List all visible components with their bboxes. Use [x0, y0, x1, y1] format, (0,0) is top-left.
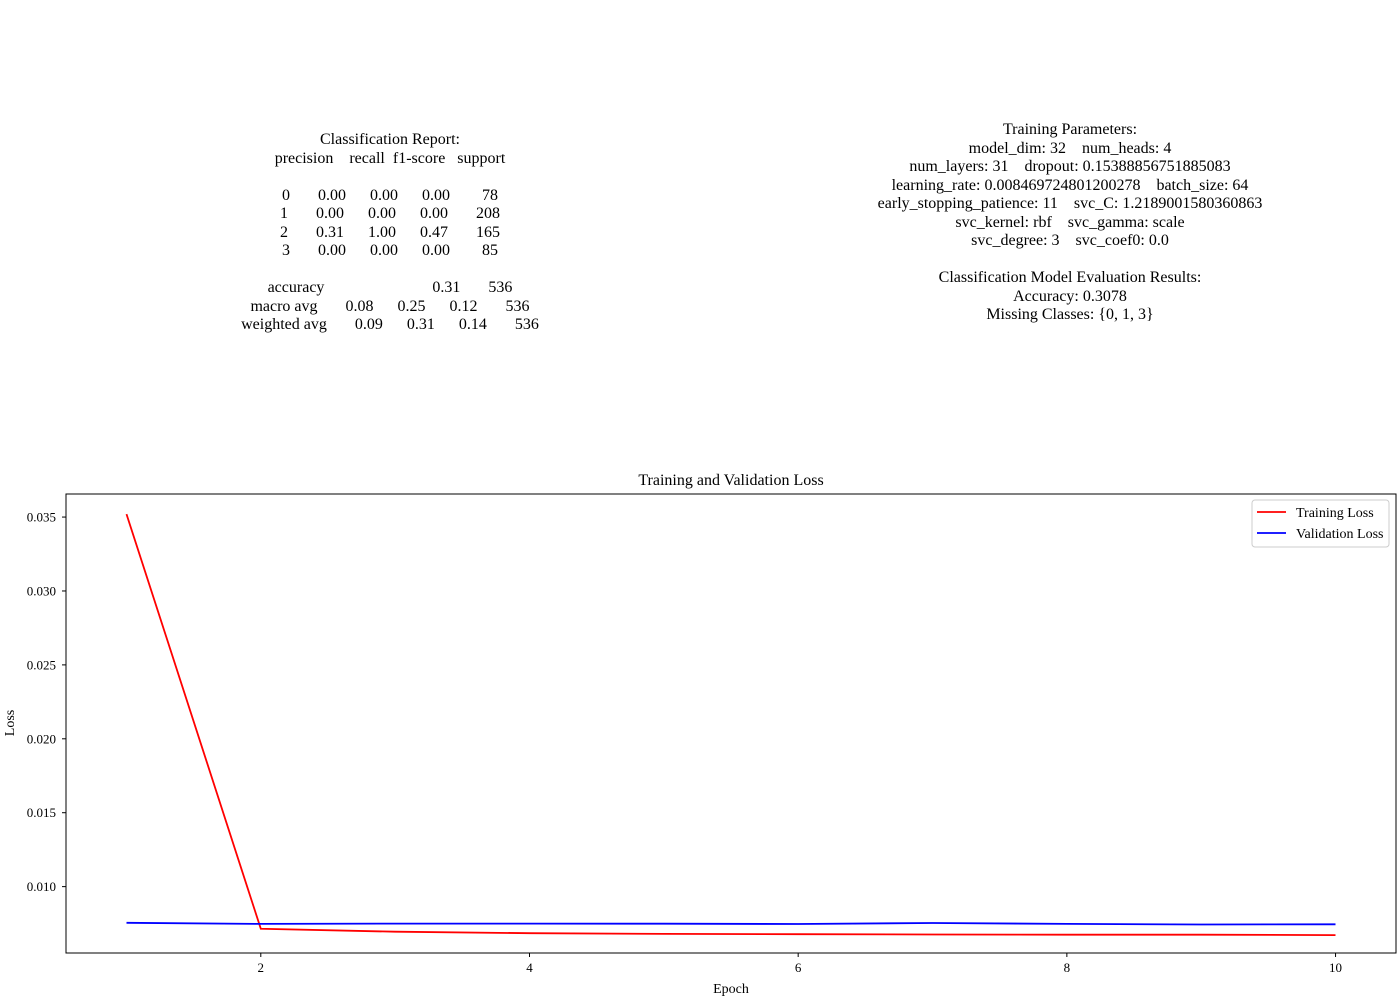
params-line: Missing Classes: {0, 1, 3} [986, 306, 1154, 323]
params-line: Accuracy: 0.3078 [1013, 287, 1127, 305]
y-tick-label: 0.010 [27, 879, 56, 894]
report-line: 3 0.00 0.00 0.00 85 [282, 242, 498, 259]
report-line: accuracy 0.31 536 [267, 279, 513, 296]
params-line: model_dim: 32 num_heads: 4 [968, 139, 1172, 157]
x-tick-label: 4 [526, 960, 533, 975]
y-axis-label: Loss [3, 710, 18, 736]
x-axis-label: Epoch [713, 982, 749, 997]
report-line: precision recall f1-score support [274, 149, 506, 167]
y-tick-label: 0.015 [27, 805, 56, 820]
params-line: learning_rate: 0.008469724801200278 batc… [891, 176, 1249, 194]
legend-label: Validation Loss [1296, 527, 1384, 542]
x-tick-label: 10 [1329, 960, 1342, 975]
classification-report: Classification Report: precision recall f… [200, 131, 580, 335]
chart-title: Training and Validation Loss [638, 472, 823, 489]
y-tick-label: 0.020 [27, 731, 56, 746]
y-tick-label: 0.030 [27, 583, 56, 598]
report-line: 2 0.31 1.00 0.47 165 [280, 223, 500, 241]
report-line: weighted avg 0.09 0.31 0.14 536 [241, 316, 539, 333]
legend-box [1251, 499, 1390, 548]
legend-label: Training Loss [1296, 506, 1374, 521]
series-lines [125, 513, 1336, 936]
validation-loss-line [126, 921, 1336, 926]
x-tick-label: 2 [258, 960, 265, 975]
training-parameters: Training Parameters: model_dim: 32 num_he… [820, 121, 1320, 325]
y-tick-label: 0.035 [27, 510, 56, 525]
axis-ticks: 2 4 6 8 10 0.010 0.015 0.020 0.025 0.030 0.035 [27, 510, 1342, 975]
params-line: num_layers: 31 dropout: 0.15388856751885… [909, 158, 1231, 175]
x-tick-label: 8 [1064, 960, 1071, 975]
report-line: Classification Report: [320, 131, 460, 148]
params-line: Training Parameters: [1002, 121, 1138, 138]
report-line: 0 0.00 0.00 0.00 78 [282, 186, 498, 204]
report-line: 1 0.00 0.00 0.00 208 [280, 205, 500, 222]
training-loss-line [125, 513, 1336, 936]
plot-frame [65, 493, 1397, 954]
params-line: early_stopping_patience: 11 svc_C: 1.218… [877, 195, 1263, 212]
legend: Training Loss Validation Loss [1251, 499, 1390, 548]
params-line: svc_kernel: rbf svc_gamma: scale [955, 213, 1185, 231]
report-line: macro avg 0.08 0.25 0.12 536 [250, 297, 530, 315]
y-tick-label: 0.025 [27, 657, 56, 672]
params-line: Classification Model Evaluation Results: [938, 269, 1202, 286]
params-line: svc_degree: 3 svc_coef0: 0.0 [971, 232, 1169, 249]
x-tick-label: 6 [795, 960, 802, 975]
